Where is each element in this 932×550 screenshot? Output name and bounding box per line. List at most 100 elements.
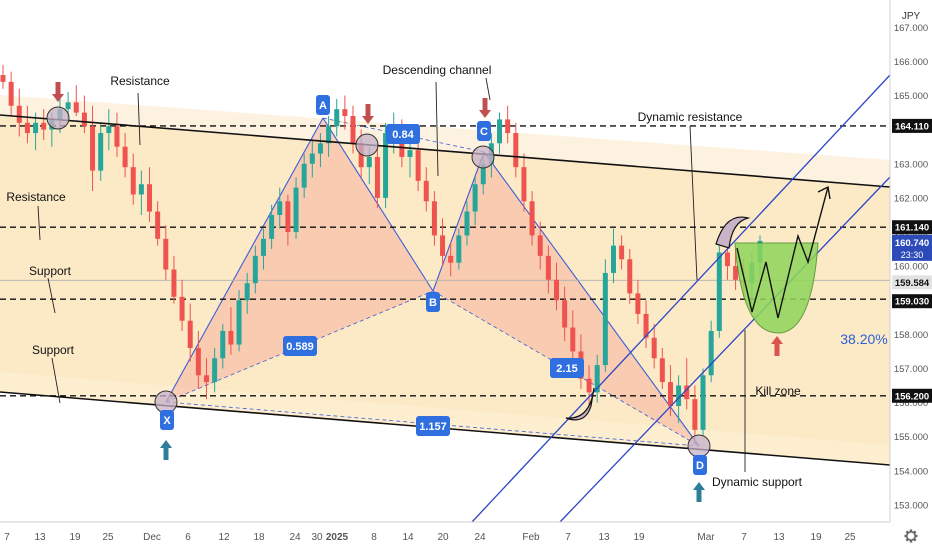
candle-body (269, 214, 275, 239)
annotation-text: Support (32, 343, 75, 357)
candle-body (317, 143, 323, 154)
candle-body (366, 156, 372, 168)
annotation-pointer (51, 357, 61, 404)
candle-body (342, 109, 348, 116)
candle-body (114, 126, 120, 147)
candle-body (130, 167, 136, 195)
currency-label: JPY (902, 11, 921, 22)
price-tick-label: 167.000 (894, 23, 928, 34)
price-badge-box (892, 275, 932, 290)
pivot-circle-marker (355, 133, 379, 157)
time-tick-label: 18 (253, 532, 265, 543)
time-tick-label: Mar (697, 532, 715, 543)
candle-body (472, 184, 478, 212)
candle-body (407, 150, 413, 157)
candle-body (659, 358, 665, 383)
time-tick-label: 7 (741, 532, 747, 543)
candle-body (497, 119, 503, 144)
annotation-text: Support (29, 264, 72, 278)
ratio-label-box (386, 124, 420, 144)
pattern-point-label: X (163, 415, 171, 427)
ratio-label-box (416, 416, 450, 436)
pattern-point-label: C (480, 126, 488, 138)
candle-body (431, 201, 437, 236)
pivot-circle-marker (154, 390, 178, 414)
annotation-text: Descending channel (383, 63, 492, 77)
candle-body (65, 102, 71, 110)
pattern-point-label-box (316, 95, 330, 115)
candle-body (692, 399, 698, 430)
price-badge-value: 160.740 (895, 238, 929, 249)
projected-path (736, 186, 829, 319)
candle-body (33, 122, 39, 134)
annotation-pointer (47, 277, 56, 314)
time-tick-label: 7 (4, 532, 10, 543)
candle-body (179, 296, 185, 321)
candle-body (586, 378, 592, 393)
candle-body (643, 313, 649, 338)
candle-body (90, 126, 96, 171)
pivot-circle-marker (46, 106, 70, 130)
candle-body (212, 358, 218, 383)
candle-body (545, 255, 551, 280)
pattern-point-label: B (429, 297, 437, 309)
candle-body (277, 201, 283, 215)
down-arrow-icon-head (52, 94, 64, 102)
annotation-text: Dynamic support (712, 475, 803, 489)
candle-body (594, 365, 600, 393)
candle-body (98, 133, 104, 171)
price-tick-label: 163.000 (894, 159, 928, 170)
candle-body (513, 133, 519, 168)
candle-body (260, 238, 266, 256)
candle-body (350, 116, 356, 144)
down-arrow-icon-shaft (365, 104, 371, 116)
price-badge-box (892, 220, 932, 235)
candle-body (220, 330, 226, 359)
candlestick-series (0, 64, 763, 444)
candle-body (187, 320, 193, 348)
gear-icon[interactable] (904, 529, 918, 543)
ratio-label: 2.15 (556, 363, 577, 375)
up-arrow-icon-shaft (163, 448, 169, 460)
candle-body (423, 180, 429, 202)
candle-body (252, 255, 258, 284)
price-badge-box (892, 294, 932, 309)
bowl-shape (565, 387, 595, 421)
projected-path-arrowhead (817, 185, 831, 200)
price-badge-value: 159.030 (895, 297, 929, 308)
candle-body (309, 153, 315, 164)
candle-body (562, 300, 568, 328)
time-tick-label: 20 (437, 532, 449, 543)
time-tick-label: Feb (522, 532, 540, 543)
candle-body (627, 259, 633, 294)
up-arrow-icon-shaft (696, 490, 702, 502)
time-tick-label: 19 (633, 532, 645, 543)
cap-shape (715, 216, 751, 249)
candle-body (440, 235, 446, 256)
down-arrow-icon-shaft (482, 98, 488, 110)
annotation-pointer (485, 77, 491, 101)
time-tick-label: 2025 (326, 532, 349, 543)
ratio-label: 0.589 (286, 341, 314, 353)
time-tick-label: 24 (474, 532, 486, 543)
gear-tooth (909, 539, 913, 543)
candle-body (24, 122, 30, 134)
time-tick-label: 7 (565, 532, 571, 543)
candle-body (16, 105, 22, 123)
time-tick-label: 19 (810, 532, 822, 543)
up-arrow-icon-head (693, 482, 705, 490)
price-badge-box (892, 118, 932, 133)
candle-body (635, 293, 641, 314)
price-badge-value: 156.200 (895, 391, 929, 402)
pattern-xb-line (165, 290, 434, 403)
candle-body (374, 156, 380, 198)
candle-body (448, 255, 454, 263)
time-tick-label: 13 (34, 532, 46, 543)
time-tick-label: 19 (69, 532, 81, 543)
candle-body (285, 201, 291, 232)
annotation-pointer (689, 125, 698, 281)
candle-body (505, 119, 511, 134)
time-axis-background (0, 522, 890, 550)
